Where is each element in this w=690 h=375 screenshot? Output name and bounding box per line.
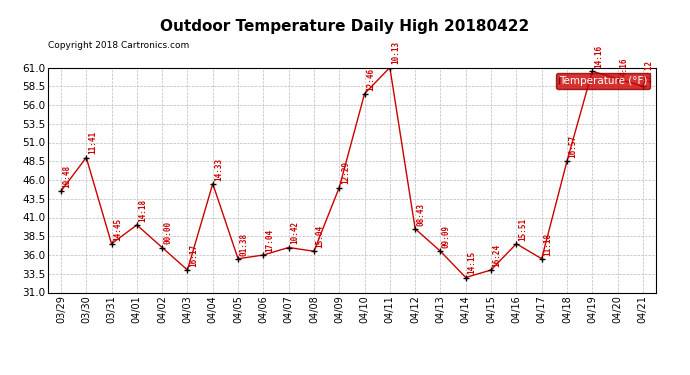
Text: 12:29: 12:29 xyxy=(341,161,350,184)
Text: 15:04: 15:04 xyxy=(315,225,324,248)
Text: 12:46: 12:46 xyxy=(366,68,375,91)
Text: 11:18: 11:18 xyxy=(543,232,552,256)
Text: 10:48: 10:48 xyxy=(63,165,72,188)
Text: 16:24: 16:24 xyxy=(493,244,502,267)
Text: 14:15: 14:15 xyxy=(467,251,476,274)
Text: 16:57: 16:57 xyxy=(569,135,578,158)
Text: 14:18: 14:18 xyxy=(139,199,148,222)
Text: 15:51: 15:51 xyxy=(518,217,527,241)
Text: 16:17: 16:17 xyxy=(189,244,198,267)
Text: 14:33: 14:33 xyxy=(215,158,224,181)
Text: 00:00: 00:00 xyxy=(164,221,172,245)
Text: 08:43: 08:43 xyxy=(417,202,426,226)
Text: 17:04: 17:04 xyxy=(265,229,274,252)
Text: 4:16: 4:16 xyxy=(619,57,628,76)
Legend: Temperature (°F): Temperature (°F) xyxy=(555,73,650,89)
Text: 01:38: 01:38 xyxy=(239,232,248,256)
Text: 09:09: 09:09 xyxy=(442,225,451,248)
Text: 14:45: 14:45 xyxy=(113,217,122,241)
Text: Outdoor Temperature Daily High 20180422: Outdoor Temperature Daily High 20180422 xyxy=(160,19,530,34)
Text: 14:16: 14:16 xyxy=(594,45,603,68)
Text: Copyright 2018 Cartronics.com: Copyright 2018 Cartronics.com xyxy=(48,40,190,50)
Text: 10:13: 10:13 xyxy=(391,41,400,64)
Text: 11:41: 11:41 xyxy=(88,131,97,154)
Text: 17:12: 17:12 xyxy=(644,60,653,83)
Text: 10:42: 10:42 xyxy=(290,221,299,245)
